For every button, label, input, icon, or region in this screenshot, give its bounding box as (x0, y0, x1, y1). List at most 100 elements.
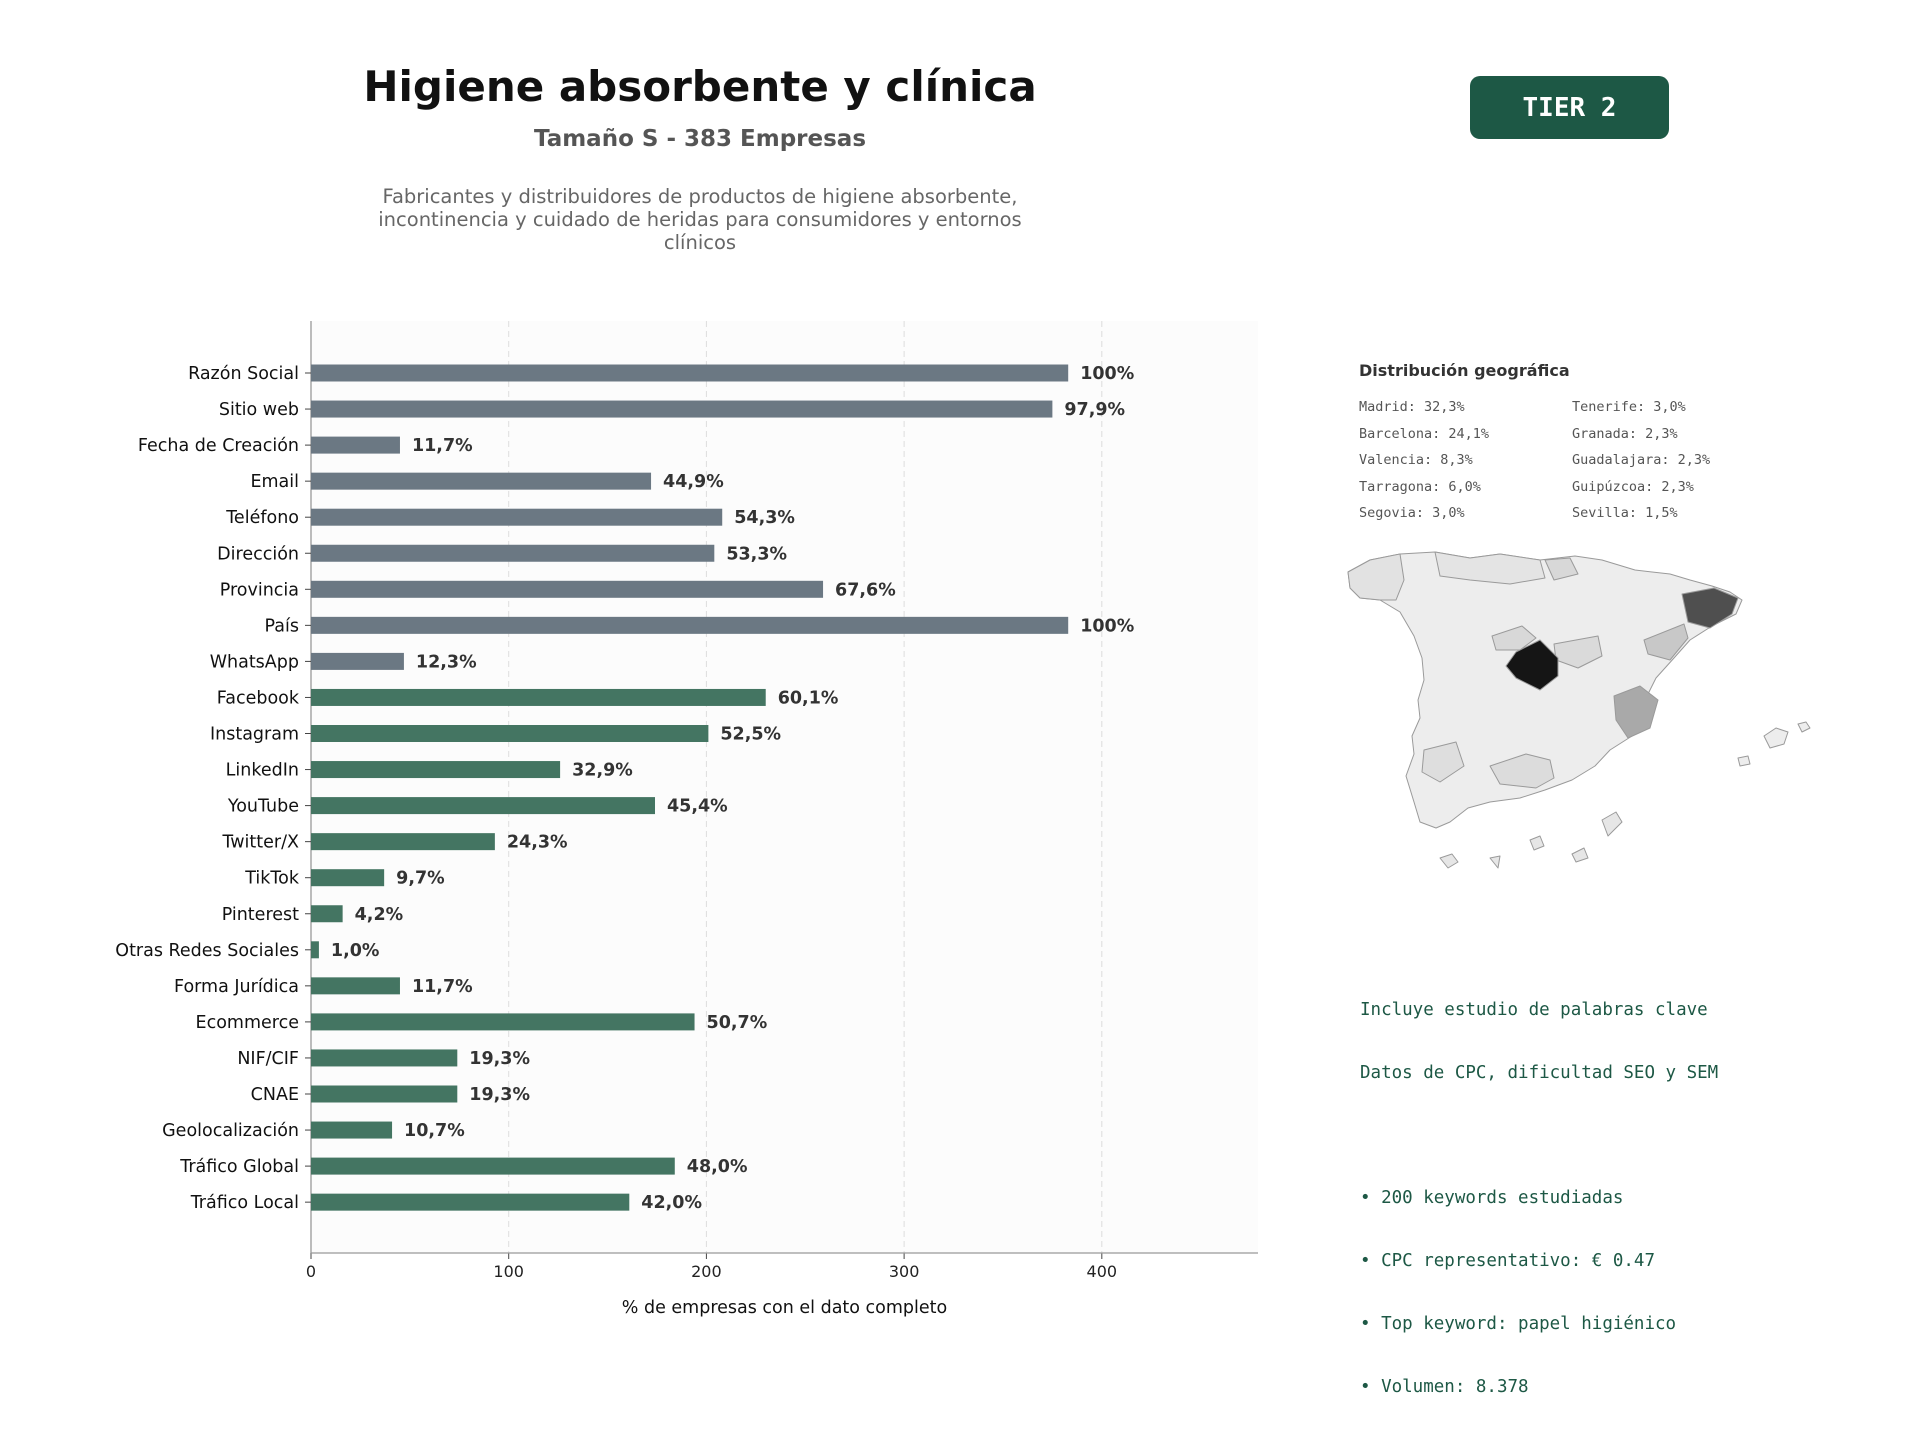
bar-value-label: 9,7% (396, 869, 445, 889)
bar-value-label: 53,3% (726, 544, 787, 564)
bar (311, 1013, 695, 1031)
geo-item-sevilla: Sevilla: 1,5% (1572, 505, 1678, 521)
geo-distribution-list: Madrid: 32,3% Tenerife: 3,0% Barcelona: … (1359, 398, 1772, 524)
geo-item-tenerife: Tenerife: 3,0% (1572, 399, 1686, 415)
geo-item-guadalajara: Guadalajara: 2,3% (1572, 452, 1711, 468)
category-label: Fecha de Creación (138, 436, 299, 456)
spain-map (1347, 551, 1811, 869)
bar-value-label: 4,2% (355, 905, 404, 925)
bar-value-label: 10,7% (404, 1121, 465, 1141)
category-label: WhatsApp (210, 652, 299, 672)
x-tick-label: 0 (306, 1262, 316, 1281)
category-label: Razón Social (188, 364, 299, 384)
map-region-segovia (1491, 625, 1537, 651)
map-region-north (1434, 551, 1546, 585)
geo-item-barcelona: Barcelona: 24,1% (1359, 425, 1490, 442)
description-line: clínicos (663, 231, 737, 254)
map-region-guipuzcoa (1544, 557, 1579, 581)
bar (311, 869, 385, 887)
geo-distribution-title: Distribución geográfica (1359, 361, 1570, 380)
bar (311, 1193, 630, 1211)
category-label: Pinterest (222, 905, 299, 925)
category-label: Teléfono (225, 508, 299, 528)
category-label: Provincia (220, 580, 299, 600)
category-label: Tráfico Local (190, 1193, 299, 1213)
x-tick-label: 300 (889, 1262, 920, 1281)
description-line: Fabricantes y distribuidores de producto… (382, 185, 1018, 208)
keyword-study-summary: Incluye estudio de palabras clave Datos … (1360, 958, 1718, 1419)
geo-item-segovia: Segovia: 3,0% (1359, 505, 1465, 521)
bar-value-label: 42,0% (641, 1193, 702, 1213)
bar (311, 652, 404, 670)
category-label: Forma Jurídica (174, 977, 299, 997)
bar-value-label: 32,9% (572, 761, 633, 781)
map-canary-islands (1439, 811, 1623, 869)
bar (311, 688, 766, 706)
bar (311, 436, 400, 454)
keyword-line: Incluye estudio de palabras clave (1360, 1000, 1708, 1020)
bar (311, 725, 709, 742)
bar (311, 472, 652, 490)
keyword-line: Datos de CPC, dificultad SEO y SEM (1360, 1063, 1719, 1083)
category-label: Twitter/X (221, 833, 299, 853)
bar-value-label: 11,7% (412, 977, 473, 997)
category-label: Geolocalización (162, 1121, 299, 1141)
bar (311, 833, 495, 851)
category-label: Sitio web (219, 400, 299, 420)
category-label: LinkedIn (226, 761, 299, 781)
category-label: NIF/CIF (237, 1049, 299, 1069)
category-label: TikTok (244, 869, 300, 889)
bar (311, 400, 1053, 418)
category-label: País (265, 616, 299, 636)
description-line: incontinencia y cuidado de heridas para … (378, 208, 1022, 231)
category-label: YouTube (227, 797, 299, 817)
bar (311, 761, 561, 779)
x-tick-label: 400 (1087, 1262, 1118, 1281)
keyword-bullet: • 200 keywords estudiadas (1360, 1188, 1624, 1208)
x-tick-label: 200 (691, 1262, 722, 1281)
map-region-granada (1489, 753, 1555, 789)
bar (311, 1157, 675, 1175)
geo-item-madrid: Madrid: 32,3% (1359, 399, 1465, 415)
x-axis-label: % de empresas con el dato completo (622, 1298, 947, 1318)
category-label: CNAE (251, 1085, 299, 1105)
bar (311, 941, 319, 959)
category-label: Otras Redes Sociales (115, 941, 299, 961)
geo-item-valencia: Valencia: 8,3% (1359, 452, 1473, 468)
bar (311, 797, 656, 815)
category-label: Tráfico Global (179, 1157, 299, 1177)
map-region-barcelona (1681, 587, 1739, 629)
bar-value-label: 100% (1080, 364, 1134, 384)
bar-value-label: 19,3% (469, 1085, 530, 1105)
bar-value-label: 54,3% (734, 508, 795, 528)
keyword-bullet: • Volumen: 8.378 (1360, 1377, 1529, 1397)
bar-value-label: 24,3% (507, 833, 568, 853)
category-label: Facebook (217, 688, 300, 708)
bar-value-label: 50,7% (707, 1013, 768, 1033)
bar-value-label: 12,3% (416, 652, 477, 672)
bar (311, 1049, 458, 1067)
bar (311, 616, 1069, 634)
bar (311, 905, 343, 923)
bar-value-label: 100% (1080, 616, 1134, 636)
bar-value-label: 52,5% (720, 725, 781, 745)
keyword-bullet: • Top keyword: papel higiénico (1360, 1314, 1677, 1334)
bar (311, 508, 723, 526)
bar (311, 544, 715, 562)
bar (311, 977, 400, 995)
page-subtitle: Tamaño S - 383 Empresas (533, 126, 867, 152)
bar-value-label: 11,7% (412, 436, 473, 456)
map-region-sevilla (1421, 741, 1465, 783)
page-title: Higiene absorbente y clínica (363, 62, 1037, 111)
bar-value-label: 97,9% (1064, 400, 1125, 420)
bar-value-label: 44,9% (663, 472, 724, 492)
bar-value-label: 1,0% (331, 941, 380, 961)
map-region-madrid (1505, 639, 1559, 691)
bar (311, 1121, 393, 1139)
bar-value-label: 19,3% (469, 1049, 530, 1069)
category-label: Email (250, 472, 299, 492)
bar-value-label: 48,0% (687, 1157, 748, 1177)
map-region-tarragona (1643, 623, 1689, 661)
plot-area (311, 321, 1258, 1253)
